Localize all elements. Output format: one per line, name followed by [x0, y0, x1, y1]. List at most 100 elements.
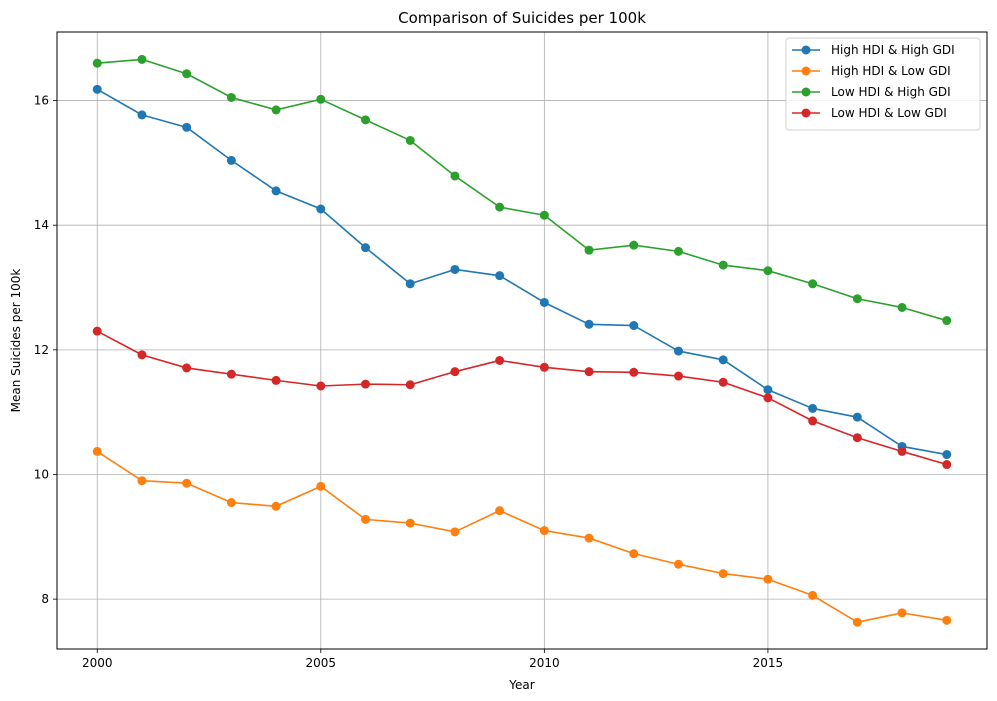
legend-label: High HDI & Low GDI	[831, 64, 951, 78]
data-point	[226, 498, 236, 508]
data-point	[629, 549, 639, 559]
data-point	[763, 393, 773, 403]
data-point	[852, 433, 862, 443]
data-point	[450, 171, 460, 181]
x-tick-label: 2000	[82, 656, 113, 670]
data-point	[182, 363, 192, 373]
legend-box	[785, 37, 981, 131]
data-point	[629, 367, 639, 377]
data-point	[852, 294, 862, 304]
data-point	[897, 446, 907, 456]
data-point	[942, 615, 952, 625]
data-point	[539, 297, 549, 307]
series-3	[92, 54, 952, 326]
data-point	[942, 450, 952, 460]
data-point	[584, 245, 594, 255]
data-point	[897, 608, 907, 618]
x-tick-label: 2005	[306, 656, 337, 670]
data-point	[226, 369, 236, 379]
data-point	[137, 350, 147, 360]
data-point	[182, 69, 192, 79]
data-point	[316, 481, 326, 491]
data-point	[316, 204, 326, 214]
data-point	[495, 506, 505, 516]
data-point	[405, 135, 415, 145]
data-point	[450, 264, 460, 274]
data-point	[226, 92, 236, 102]
data-point	[361, 115, 371, 125]
y-tick-label: 8	[41, 592, 49, 606]
legend-marker	[801, 87, 811, 97]
data-point	[316, 94, 326, 104]
plot-area-frame	[56, 31, 988, 650]
data-point	[361, 379, 371, 389]
x-axis-label: Year	[508, 678, 534, 692]
data-point	[361, 243, 371, 253]
data-point	[942, 460, 952, 470]
data-point	[495, 271, 505, 281]
series-line	[96, 330, 947, 466]
legend-item: Low HDI & High GDI	[792, 85, 951, 99]
data-point	[92, 446, 102, 456]
y-tick-label: 10	[34, 467, 49, 481]
y-tick-label: 12	[34, 343, 49, 357]
data-point	[852, 412, 862, 422]
data-point	[763, 266, 773, 276]
series-2	[92, 446, 952, 627]
legend-item: High HDI & Low GDI	[792, 64, 951, 78]
data-point	[584, 533, 594, 543]
data-point	[539, 362, 549, 372]
data-point	[718, 377, 728, 387]
data-point	[808, 416, 818, 426]
x-axis-ticks: 2000 2005 2010 2015	[82, 649, 783, 670]
data-point	[405, 518, 415, 528]
legend-label: Low HDI & High GDI	[831, 85, 951, 99]
data-point	[718, 260, 728, 270]
series-line	[96, 450, 947, 624]
data-point	[584, 319, 594, 329]
legend-marker	[801, 45, 811, 55]
legend-marker	[801, 66, 811, 76]
data-point	[450, 527, 460, 537]
y-axis-ticks: 8 10 12 14 16	[34, 94, 57, 606]
data-point	[673, 246, 683, 256]
data-point	[271, 375, 281, 385]
data-point	[182, 122, 192, 132]
data-point	[629, 321, 639, 331]
data-point	[271, 501, 281, 511]
data-point	[942, 316, 952, 326]
data-point	[718, 569, 728, 579]
legend-item: High HDI & High GDI	[792, 43, 955, 57]
x-tick-label: 2015	[753, 656, 784, 670]
legend-item: Low HDI & Low GDI	[792, 106, 947, 120]
data-point	[763, 574, 773, 584]
data-point	[92, 84, 102, 94]
data-point	[897, 302, 907, 312]
data-point	[629, 240, 639, 250]
legend-marker	[801, 108, 811, 118]
series-4	[92, 326, 952, 470]
legend-label: Low HDI & Low GDI	[831, 106, 947, 120]
data-point	[226, 155, 236, 165]
data-point	[361, 514, 371, 524]
chart-title: Comparison of Suicides per 100k	[398, 9, 646, 27]
data-point	[92, 326, 102, 336]
series-line	[96, 88, 947, 456]
data-point	[763, 385, 773, 395]
y-axis-label: Mean Suicides per 100k	[9, 269, 23, 413]
legend: High HDI & High GDI High HDI & Low GDI Low…	[785, 37, 981, 131]
data-point	[495, 202, 505, 212]
y-tick-label: 16	[34, 94, 49, 108]
data-point	[92, 58, 102, 68]
data-point	[718, 355, 728, 365]
y-tick-label: 14	[34, 218, 49, 232]
data-point	[405, 380, 415, 390]
data-point	[271, 186, 281, 196]
data-point	[137, 476, 147, 486]
series-line	[97, 58, 947, 322]
data-point	[808, 403, 818, 413]
x-tick-label: 2010	[529, 656, 560, 670]
data-point	[539, 526, 549, 536]
data-point	[673, 559, 683, 569]
